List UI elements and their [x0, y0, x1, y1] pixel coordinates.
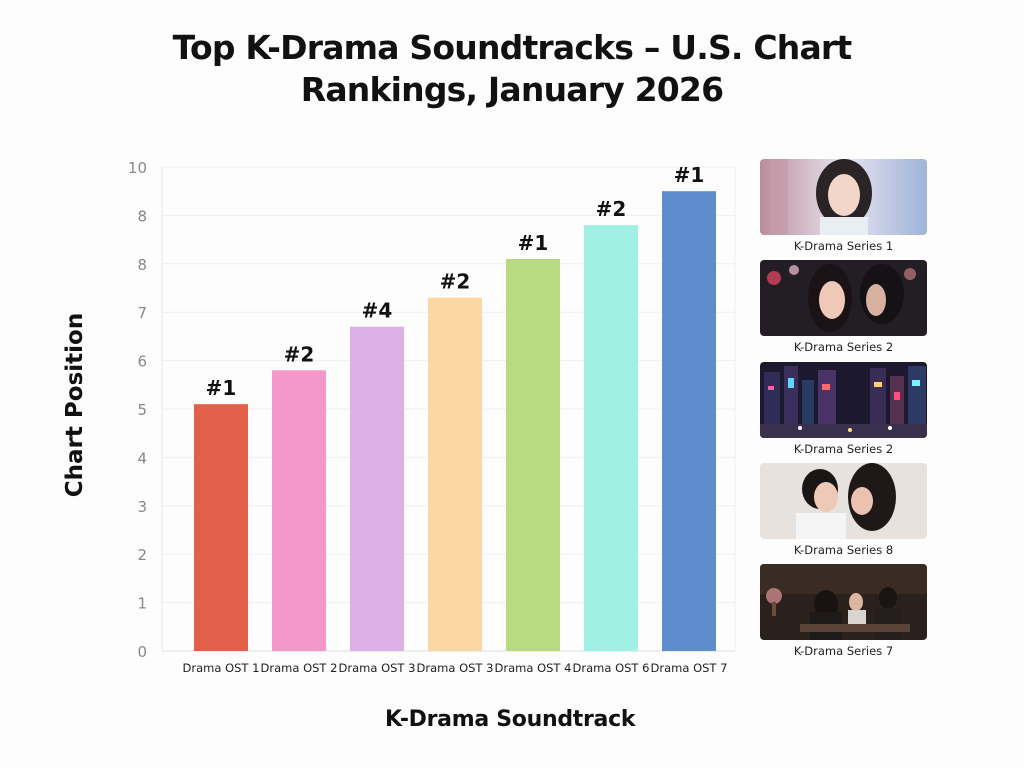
portrait-woman-icon — [760, 159, 927, 235]
y-tick-label: 8 — [137, 256, 147, 274]
bar — [272, 370, 326, 651]
y-axis-label: Chart Position — [62, 312, 88, 498]
y-tick-label: 6 — [137, 353, 147, 371]
bar-data-label: #1 — [518, 231, 549, 255]
x-tick-label: Drama OST 2 — [261, 661, 338, 675]
thumbnail-panel-4: K-Drama Series 8 — [760, 463, 927, 557]
bar — [584, 225, 638, 651]
y-tick-label: 7 — [137, 304, 147, 322]
x-tick-label: Drama OST 3 — [339, 661, 416, 675]
y-tick-label: 2 — [137, 546, 147, 564]
bar — [506, 258, 560, 651]
x-tick-label: Drama OST 7 — [651, 661, 728, 675]
y-tick-label: 4 — [137, 449, 147, 467]
couple-night-icon — [760, 260, 927, 336]
thumbnail-caption: K-Drama Series 8 — [793, 543, 894, 557]
y-tick-label: 8 — [137, 207, 147, 225]
bar-data-label: #2 — [596, 197, 627, 221]
couple-kiss-icon — [760, 463, 927, 539]
bar-data-label: #1 — [206, 376, 237, 400]
y-tick-label: 10 — [128, 159, 147, 177]
bar — [428, 297, 482, 651]
city-night-icon — [760, 362, 927, 438]
y-tick-label: 5 — [137, 401, 147, 419]
bar — [194, 404, 248, 651]
thumbnail-caption: K-Drama Series 1 — [793, 239, 894, 253]
y-tick-label: 0 — [137, 643, 147, 661]
bar — [662, 191, 716, 651]
x-tick-label: Drama OST 1 — [183, 661, 260, 675]
bar — [350, 326, 404, 651]
bar-data-label: #2 — [284, 342, 315, 366]
bar-data-label: #1 — [674, 163, 705, 187]
x-tick-label: Drama OST 6 — [573, 661, 650, 675]
thumbnail-panel-2: K-Drama Series 2 — [760, 260, 927, 354]
thumbnail-panel-5: K-Drama Series 7 — [760, 564, 927, 658]
thumbnail-panel-1: K-Drama Series 1 — [760, 159, 927, 253]
bar-data-label: #4 — [362, 299, 393, 323]
bar-data-label: #2 — [440, 270, 471, 294]
thumbnail-panel-3: K-Drama Series 2 — [760, 362, 927, 456]
chart-title-line-1: Top K-Drama Soundtracks – U.S. Chart — [172, 28, 853, 67]
thumbnail-caption: K-Drama Series 7 — [793, 644, 894, 658]
restaurant-scene-icon — [760, 564, 927, 640]
x-tick-label: Drama OST 4 — [495, 661, 572, 675]
y-tick-label: 1 — [137, 595, 147, 613]
thumbnail-caption: K-Drama Series 2 — [793, 340, 894, 354]
x-axis-label: K-Drama Soundtrack — [385, 707, 636, 732]
chart-title-line-2: Rankings, January 2026 — [300, 70, 724, 109]
y-tick-label: 3 — [137, 498, 147, 516]
thumbnail-caption: K-Drama Series 2 — [793, 442, 894, 456]
x-tick-label: Drama OST 3 — [417, 661, 494, 675]
bar-chart: 0 1 2 3 4 5 6 7 8 8 10 #1 Drama OST 1 #2 Drama OST 2 #4… — [128, 159, 736, 675]
